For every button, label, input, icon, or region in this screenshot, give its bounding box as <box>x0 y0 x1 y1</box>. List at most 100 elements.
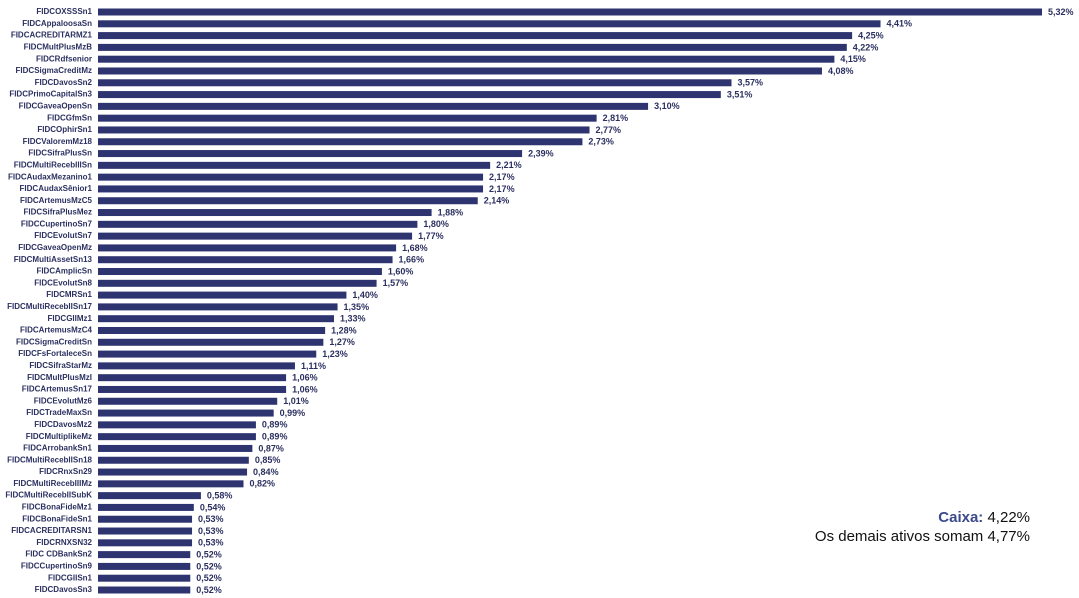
category-label: FIDCMultiplikeMz <box>26 432 92 441</box>
value-label: 0,53% <box>198 526 224 536</box>
value-label: 2,77% <box>596 125 622 135</box>
category-label: FIDCGaveaOpenMz <box>18 243 92 252</box>
category-label: FIDCMultiRecebIISn17 <box>7 302 92 311</box>
value-label: 3,51% <box>727 89 753 99</box>
category-label: FIDCSifraPlusMez <box>24 208 92 217</box>
value-label: 2,17% <box>489 184 515 194</box>
value-label: 2,14% <box>484 196 510 206</box>
value-label: 0,52% <box>196 585 222 595</box>
category-label: FIDCGaveaOpenSn <box>19 101 92 110</box>
bar <box>98 209 432 217</box>
category-label: FIDCRNXSN32 <box>36 538 92 547</box>
value-label: 0,89% <box>262 432 288 442</box>
category-label: FIDCMultPlusMzI <box>27 373 92 382</box>
value-label: 2,17% <box>489 172 515 182</box>
value-label: 4,15% <box>840 54 866 64</box>
category-label: FIDCArtemusMzC4 <box>20 326 93 335</box>
value-label: 4,08% <box>828 66 854 76</box>
value-label: 1,01% <box>283 396 309 406</box>
category-label: FIDCMultiAssetSn13 <box>14 255 93 264</box>
category-label: FIDCCupertinoSn7 <box>21 219 93 228</box>
bar <box>98 468 248 476</box>
category-label: FIDCAppaloosaSn <box>22 19 92 28</box>
category-label: FIDCDavosSn2 <box>35 78 93 87</box>
category-label: FIDCMultiRecebIIISn <box>14 160 92 169</box>
category-label: FIDCSifraStarMz <box>29 361 92 370</box>
value-label: 1,23% <box>322 349 348 359</box>
category-label: FIDCValoremMz18 <box>23 137 93 146</box>
value-label: 0,52% <box>196 561 222 571</box>
bar <box>98 397 278 405</box>
value-label: 0,87% <box>258 443 284 453</box>
bar <box>98 562 191 570</box>
value-label: 1,11% <box>301 361 326 371</box>
value-label: 4,25% <box>858 30 884 40</box>
bar <box>98 338 324 346</box>
bar <box>98 456 249 464</box>
bar <box>98 492 201 500</box>
value-label: 1,06% <box>292 384 318 394</box>
category-label: FIDCAmplicSn <box>36 267 92 276</box>
value-label: 1,77% <box>418 231 444 241</box>
cash-note: Caixa: 4,22% <box>938 509 1030 526</box>
value-label: 0,85% <box>255 455 281 465</box>
value-label: 1,27% <box>329 337 355 347</box>
bar <box>98 161 491 169</box>
category-label: FIDCArtemusMzC5 <box>20 196 93 205</box>
bar <box>98 173 484 181</box>
bar <box>98 185 484 193</box>
value-label: 4,22% <box>853 42 879 52</box>
value-label: 0,54% <box>200 502 226 512</box>
bar <box>98 279 377 287</box>
category-label: FIDCAudaxSênior1 <box>20 184 93 193</box>
bar <box>98 102 649 110</box>
category-label: FIDCCupertinoSn9 <box>21 562 93 571</box>
category-label: FIDC CDBankSn2 <box>25 550 92 559</box>
category-label: FIDCDavosMz2 <box>34 420 92 429</box>
value-label: 1,60% <box>388 266 414 276</box>
bar <box>98 268 382 276</box>
value-label: 2,81% <box>603 113 629 123</box>
bar <box>98 409 274 417</box>
category-label: FIDCBonaFideSn1 <box>22 514 92 523</box>
value-label: 0,84% <box>253 467 279 477</box>
value-label: 1,28% <box>331 325 357 335</box>
bar <box>98 374 287 382</box>
category-label: FIDCMultiRecebIIIMz <box>13 479 92 488</box>
category-label: FIDCSigmaCreditSn <box>16 337 92 346</box>
category-label: FIDCDavosSn3 <box>35 585 93 594</box>
category-label: FIDCGIIMz1 <box>48 314 93 323</box>
bar <box>98 32 853 40</box>
category-label: FIDCOXSSSn1 <box>36 7 92 16</box>
value-label: 0,99% <box>280 408 306 418</box>
category-label: FIDCEvolutMz6 <box>34 396 93 405</box>
value-label: 0,89% <box>262 420 288 430</box>
bar <box>98 574 191 582</box>
category-label: FIDCGIISn1 <box>48 573 93 582</box>
value-label: 1,06% <box>292 373 318 383</box>
category-label: FIDCRnxSn29 <box>39 467 92 476</box>
cash-label: Caixa: <box>938 509 983 526</box>
bar <box>98 55 835 63</box>
value-label: 1,68% <box>402 243 428 253</box>
value-label: 3,57% <box>737 78 763 88</box>
value-label: 1,35% <box>344 302 370 312</box>
bar <box>98 138 583 146</box>
bar <box>98 303 338 311</box>
value-label: 1,40% <box>352 290 378 300</box>
value-label: 2,73% <box>588 137 614 147</box>
bar <box>98 421 256 429</box>
category-label: FIDCGfmSn <box>47 113 92 122</box>
bar <box>98 232 413 240</box>
category-label: FIDCRdfsenior <box>36 54 92 63</box>
category-label: FIDCACREDITARMZ1 <box>11 31 93 40</box>
bar <box>98 91 721 99</box>
others-note: Os demais ativos somam 4,77% <box>815 528 1030 545</box>
bar <box>98 197 478 205</box>
category-label: FIDCOphirSn1 <box>37 125 92 134</box>
bar <box>98 433 256 441</box>
value-label: 0,53% <box>198 514 224 524</box>
value-label: 1,57% <box>383 278 409 288</box>
bar <box>98 480 244 488</box>
